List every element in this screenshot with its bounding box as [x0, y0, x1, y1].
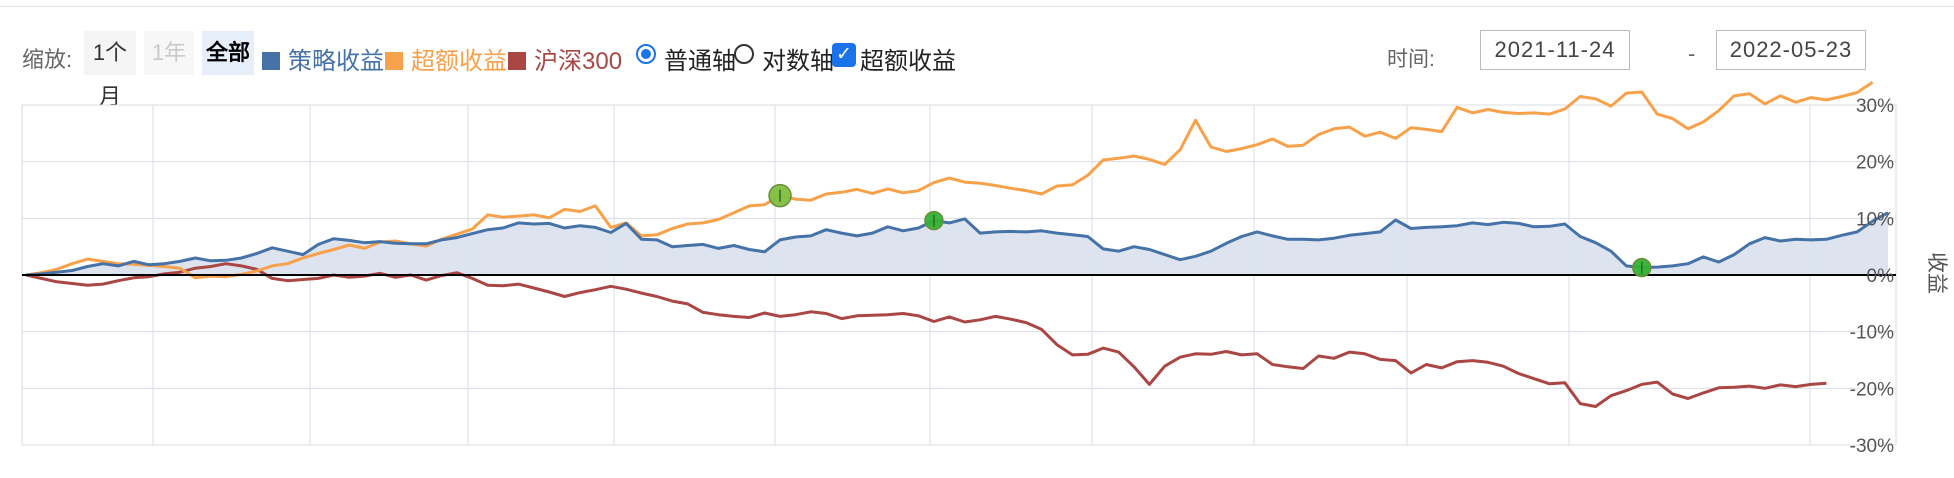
y-tick-label-3: 0%	[1867, 266, 1895, 287]
series-line-1	[25, 81, 1874, 280]
log-axis-radio[interactable]	[734, 44, 754, 64]
chart-toolbar: 缩放: 1个月 1年 全部 策略收益 超额收益 沪深300 普通轴 对数轴 ✓ …	[0, 28, 1954, 109]
legend-csi300[interactable]: 沪深300	[508, 41, 622, 75]
legend-excess-return[interactable]: 超额收益	[385, 41, 507, 75]
zoom-1-year-button[interactable]: 1年	[144, 31, 194, 75]
y-tick-label-5: -20%	[1850, 379, 1894, 400]
zoom-label: 缩放:	[22, 47, 73, 72]
top-divider	[0, 0, 1954, 7]
legend-csi300-swatch	[508, 52, 526, 70]
series-line-0	[25, 211, 1889, 277]
y-tick-label-1: 20%	[1856, 153, 1894, 174]
y-tick-label-0: 30%	[1856, 96, 1894, 117]
y-axis-title: 收益	[1925, 252, 1948, 294]
y-tick-label-4: -10%	[1850, 323, 1894, 344]
legend-excess-swatch	[385, 52, 403, 70]
normal-axis-radio[interactable]	[636, 44, 656, 64]
excess-return-checkbox[interactable]: ✓	[832, 43, 856, 67]
series-line-2	[25, 262, 1827, 408]
chart-lines	[22, 81, 1896, 408]
start-date-input[interactable]	[1480, 30, 1630, 70]
zoom-1-month-button[interactable]: 1个月	[84, 31, 136, 109]
legend-csi300-label: 沪深300	[534, 48, 623, 75]
legend-strategy-return[interactable]: 策略收益	[262, 41, 384, 75]
time-label: 时间:	[1387, 48, 1435, 71]
log-axis-label: 对数轴	[762, 48, 834, 75]
end-date-input[interactable]	[1716, 30, 1866, 70]
y-tick-label-2: 10%	[1856, 209, 1894, 230]
y-axis: 30% 20% 10% 0% -10% -20% -30%	[1850, 96, 1894, 457]
excess-return-checkbox-label: 超额收益	[860, 48, 956, 75]
date-range-separator: -	[1688, 41, 1696, 66]
zoom-all-button[interactable]: 全部	[202, 31, 254, 75]
legend-strategy-swatch	[262, 52, 280, 70]
chart-markers	[768, 183, 1652, 278]
normal-axis-label: 普通轴	[664, 48, 736, 75]
legend-excess-label: 超额收益	[411, 48, 507, 75]
y-tick-label-6: -30%	[1850, 436, 1894, 457]
legend-strategy-label: 策略收益	[288, 48, 384, 75]
